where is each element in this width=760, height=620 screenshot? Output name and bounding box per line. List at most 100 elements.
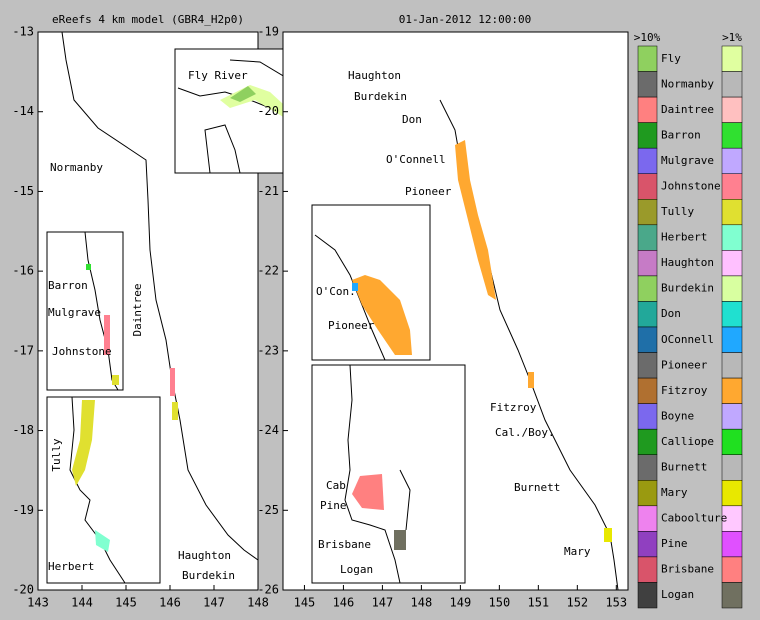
y-tick-label: -20 xyxy=(12,583,34,597)
legend-label: Don xyxy=(661,307,681,320)
river-label: Normanby xyxy=(50,161,103,174)
plume xyxy=(352,474,384,510)
legend-label: Mary xyxy=(661,486,688,499)
y-tick-label: -21 xyxy=(257,184,279,198)
river-label: Haughton xyxy=(178,549,231,562)
x-tick-label: 148 xyxy=(411,596,433,610)
legend-label: Johnstone xyxy=(661,180,721,193)
river-label: O'Con. xyxy=(316,285,356,298)
legend-swatch xyxy=(721,45,743,72)
legend-swatch xyxy=(721,403,743,430)
y-tick-label: -25 xyxy=(257,503,279,517)
legend-swatch xyxy=(637,45,658,72)
river-label: Burnett xyxy=(514,481,560,494)
x-tick-label: 146 xyxy=(333,596,355,610)
legend-swatch xyxy=(721,556,743,583)
plume xyxy=(172,402,178,420)
legend-header: >1% xyxy=(722,31,742,44)
legend-label: Tully xyxy=(661,205,694,218)
river-label: Pine xyxy=(320,499,347,512)
legend-swatch xyxy=(721,377,743,404)
legend-swatch xyxy=(637,173,658,200)
legend-swatch xyxy=(637,326,658,353)
legend-swatch xyxy=(637,199,658,226)
legend-swatch xyxy=(637,454,658,481)
legend-swatch xyxy=(721,480,743,507)
legend-swatch xyxy=(637,377,658,404)
legend-swatch xyxy=(721,275,743,302)
legend-swatch xyxy=(721,582,743,609)
legend-label: Daintree xyxy=(661,103,714,116)
river-label: Cab xyxy=(326,479,346,492)
legend-swatch xyxy=(637,531,658,558)
legend-label: Barron xyxy=(661,128,701,141)
legend-swatch xyxy=(721,199,743,226)
river-label: Daintree xyxy=(131,284,144,337)
plume xyxy=(170,368,175,396)
plume xyxy=(72,400,95,486)
y-tick-label: -17 xyxy=(12,343,34,357)
plume xyxy=(104,315,110,355)
plume xyxy=(455,140,496,300)
x-tick-label: 144 xyxy=(71,596,93,610)
river-label: Johnstone xyxy=(52,345,112,358)
legend-swatch xyxy=(637,147,658,174)
river-label: Fly River xyxy=(188,69,248,82)
river-label: Brisbane xyxy=(318,538,371,551)
river-label: Pioneer xyxy=(405,185,452,198)
y-tick-label: -26 xyxy=(257,583,279,597)
legend-header: >10% xyxy=(634,31,661,44)
legend-label: Haughton xyxy=(661,256,714,269)
x-tick-label: 147 xyxy=(203,596,225,610)
legend-swatch xyxy=(637,505,658,532)
legend-label: Boyne xyxy=(661,409,694,422)
x-tick-label: 152 xyxy=(566,596,588,610)
coastline xyxy=(344,364,411,584)
legend-swatch xyxy=(637,71,658,98)
legend-label: Brisbane xyxy=(661,563,714,576)
river-label: Herbert xyxy=(48,560,94,573)
y-tick-label: -19 xyxy=(257,25,279,39)
river-label: Mary xyxy=(564,545,591,558)
x-tick-label: 147 xyxy=(372,596,394,610)
legend-label: Caboolture xyxy=(661,512,727,525)
plume xyxy=(604,528,612,542)
river-label: Fitzroy xyxy=(490,401,537,414)
legend-swatch xyxy=(721,147,743,174)
y-tick-label: -13 xyxy=(12,25,34,39)
plume xyxy=(230,86,256,102)
legend-swatch xyxy=(637,275,658,302)
legend-swatch xyxy=(637,556,658,583)
y-tick-label: -23 xyxy=(257,343,279,357)
x-tick-label: 148 xyxy=(247,596,269,610)
legend-swatch xyxy=(721,224,743,251)
legend-swatch xyxy=(637,352,658,379)
legend-swatch xyxy=(637,301,658,328)
legend-label: Pioneer xyxy=(661,358,708,371)
legend-swatch xyxy=(721,122,743,149)
x-tick-label: 143 xyxy=(27,596,49,610)
plume xyxy=(352,283,358,291)
legend-swatch xyxy=(637,250,658,277)
y-tick-label: -20 xyxy=(257,104,279,118)
river-label: Barron xyxy=(48,279,88,292)
inset-frame xyxy=(46,231,124,391)
legend-swatch xyxy=(637,582,658,609)
legend-swatch xyxy=(721,301,743,328)
legend-label: Fly xyxy=(661,52,681,65)
y-tick-label: -18 xyxy=(12,423,34,437)
panel-title: eReefs 4 km model (GBR4_H2p0) xyxy=(52,13,244,26)
river-label: Burdekin xyxy=(182,569,235,582)
legend-label: Burnett xyxy=(661,461,707,474)
plume xyxy=(528,372,534,388)
legend-label: Normanby xyxy=(661,77,714,90)
river-label: Cal./Boy. xyxy=(495,426,555,439)
river-label: Don xyxy=(402,113,422,126)
legend-swatch xyxy=(721,326,743,353)
y-tick-label: -22 xyxy=(257,264,279,278)
river-label: Pioneer xyxy=(328,319,375,332)
x-tick-label: 146 xyxy=(159,596,181,610)
river-label: Logan xyxy=(340,563,373,576)
legend-swatch xyxy=(721,173,743,200)
